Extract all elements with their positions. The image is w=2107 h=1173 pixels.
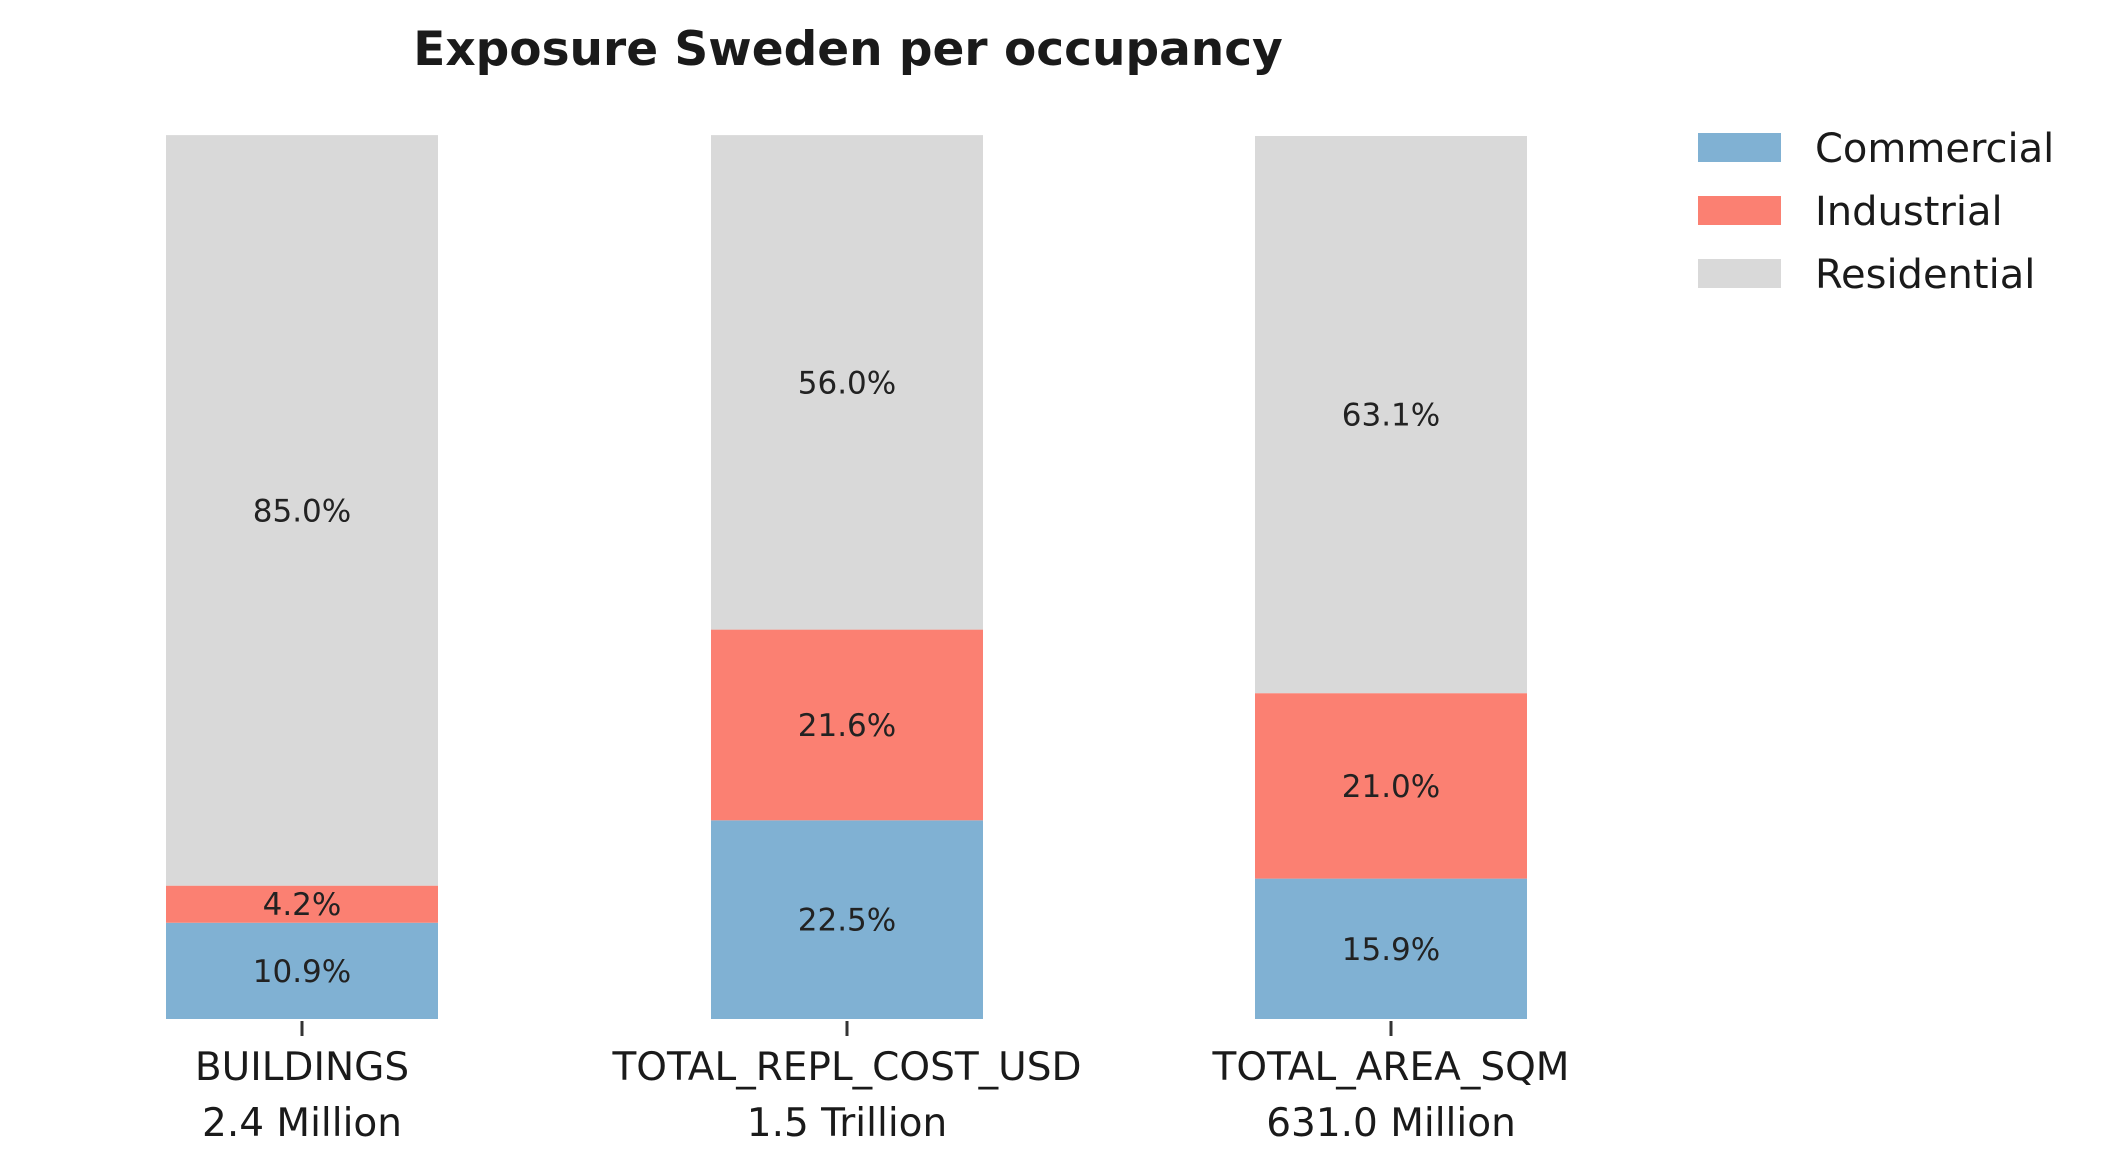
bar-segment-industrial-3 xyxy=(1255,693,1527,879)
segment-labels-layer: 10.9% 4.2% 85.0% 22.5% 21.6% 56.0% 15.9% 21.0% 6… xyxy=(253,365,1440,990)
bar-segment-residential-3 xyxy=(1255,136,1527,694)
bar-segment-commercial-2 xyxy=(711,820,983,1019)
legend: Commercial Industrial Residential xyxy=(1698,126,2054,298)
legend-swatch-industrial xyxy=(1698,196,1781,225)
x-tick-label-3: TOTAL_AREA_SQM xyxy=(1212,1045,1570,1090)
segment-label-industrial-1: 4.2% xyxy=(263,887,342,923)
bar-segment-commercial-3 xyxy=(1255,878,1527,1019)
x-tick-total-3: 631.0 Million xyxy=(1266,1101,1516,1146)
x-tick-total-1: 2.4 Million xyxy=(202,1101,402,1146)
segment-label-commercial-3: 15.9% xyxy=(1342,932,1440,968)
chart-title: Exposure Sweden per occupancy xyxy=(413,22,1283,77)
x-tick-label-1: BUILDINGS xyxy=(195,1045,409,1090)
segment-label-commercial-2: 22.5% xyxy=(798,903,896,939)
bar-segment-residential-2 xyxy=(711,135,983,630)
legend-label-commercial: Commercial xyxy=(1815,126,2054,172)
bar-segment-residential-1 xyxy=(166,135,438,886)
bar-segment-industrial-2 xyxy=(711,629,983,821)
segment-label-industrial-3: 21.0% xyxy=(1342,769,1440,805)
x-tick-total-2: 1.5 Trillion xyxy=(747,1101,947,1146)
segment-label-commercial-1: 10.9% xyxy=(253,954,351,990)
segment-label-residential-2: 56.0% xyxy=(798,365,896,401)
legend-swatch-residential xyxy=(1698,259,1781,288)
bars-layer xyxy=(166,135,1527,1019)
legend-label-residential: Residential xyxy=(1815,252,2035,298)
legend-label-industrial: Industrial xyxy=(1815,189,2003,235)
x-axis: BUILDINGS 2.4 Million TOTAL_REPL_COST_USD 1… xyxy=(195,1021,1570,1146)
bar-segment-industrial-1 xyxy=(166,885,438,923)
segment-label-residential-1: 85.0% xyxy=(253,493,351,529)
x-tick-label-2: TOTAL_REPL_COST_USD xyxy=(611,1045,1081,1090)
segment-label-industrial-2: 21.6% xyxy=(798,708,896,744)
segment-label-residential-3: 63.1% xyxy=(1342,398,1440,434)
bar-segment-commercial-1 xyxy=(166,922,438,1019)
legend-swatch-commercial xyxy=(1698,133,1781,162)
